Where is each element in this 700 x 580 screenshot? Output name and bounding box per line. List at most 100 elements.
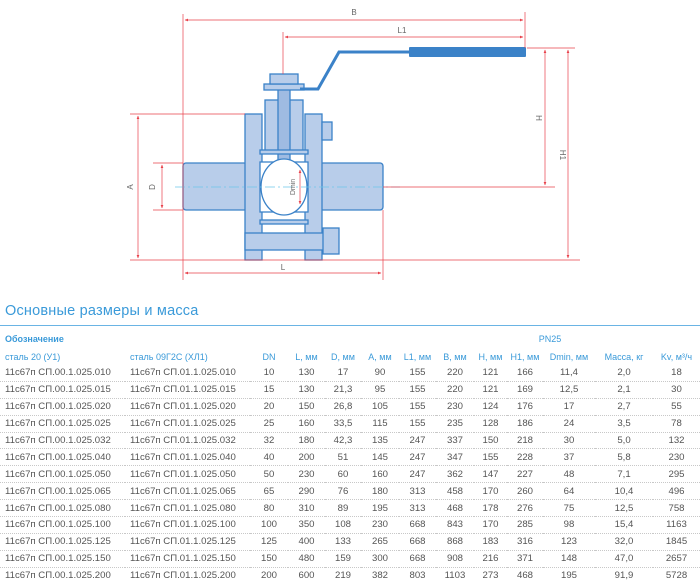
cell-steel20: 11с67п СП.00.1.025.015: [0, 381, 125, 399]
cell-steel20: 11с67п СП.00.1.025.065: [0, 482, 125, 501]
cell-steel20: 11с67п СП.00.1.025.020: [0, 398, 125, 416]
table-column-header: сталь 20 (У1) сталь 09Г2С (ХЛ1) DN L, мм D, …: [0, 348, 700, 365]
cell-d: 89: [325, 499, 361, 518]
cell-steel09g2s: 11с67п СП.01.1.025.020: [125, 398, 250, 416]
cell-kv: 30: [653, 381, 700, 399]
column-header-h1: H1, мм: [510, 351, 540, 362]
stem-nut: [269, 73, 299, 85]
cell-steel09g2s: 11с67п СП.01.1.025.100: [125, 516, 250, 534]
cell-d: 76: [325, 482, 361, 501]
cell-dn: 100: [250, 516, 288, 534]
cell-h: 121: [474, 365, 507, 382]
cell-mass: 12,5: [595, 499, 653, 518]
cell-dn: 150: [250, 550, 288, 568]
cell-a: 115: [361, 415, 399, 433]
cell-h1: 276: [507, 499, 543, 518]
cell-l1: 247: [399, 448, 436, 467]
cell-l1: 313: [399, 482, 436, 501]
cell-b: 337: [436, 432, 474, 450]
cell-h: 178: [474, 499, 507, 518]
column-header-b: B, мм: [443, 351, 467, 362]
dim-label-a: A: [126, 184, 135, 190]
cell-d: 219: [325, 567, 361, 580]
cell-dn: 65: [250, 482, 288, 501]
cell-l: 400: [288, 533, 325, 551]
cell-l1: 155: [399, 365, 436, 382]
column-header-dmin: Dmin, мм: [549, 351, 589, 362]
cell-l1: 155: [399, 398, 436, 416]
cell-l: 160: [288, 415, 325, 433]
column-header-l: L, мм: [295, 351, 318, 362]
dim-label-l: L: [281, 263, 286, 272]
cell-kv: 1163: [653, 516, 700, 534]
cell-l: 150: [288, 398, 325, 416]
cell-steel09g2s: 11с67п СП.01.1.025.200: [125, 567, 250, 580]
cell-kv: 1845: [653, 533, 700, 551]
cell-dmin: 48: [543, 465, 595, 484]
cell-l1: 247: [399, 432, 436, 450]
cell-l: 200: [288, 448, 325, 467]
table-row: 11с67п СП.00.1.025.032 11с67п СП.01.1.025…: [0, 432, 700, 450]
cell-h1: 218: [507, 432, 543, 450]
cell-d: 21,3: [325, 381, 361, 399]
right-pipe: [319, 162, 384, 211]
cell-kv: 5728: [653, 567, 700, 580]
cell-dmin: 148: [543, 550, 595, 568]
cell-dmin: 195: [543, 567, 595, 580]
cell-mass: 5,8: [595, 448, 653, 467]
cell-l1: 155: [399, 381, 436, 399]
cell-l1: 313: [399, 499, 436, 518]
bottom-nut: [322, 227, 340, 255]
cell-h1: 186: [507, 415, 543, 433]
cell-h: 124: [474, 398, 507, 416]
cell-h: 128: [474, 415, 507, 433]
cell-steel09g2s: 11с67п СП.01.1.025.150: [125, 550, 250, 568]
cell-mass: 2,7: [595, 398, 653, 416]
top-plate: [259, 149, 309, 155]
cell-dn: 50: [250, 465, 288, 484]
cell-steel09g2s: 11с67п СП.01.1.025.015: [125, 381, 250, 399]
dimensions-table: Обозначение PN25 сталь 20 (У1) сталь 09Г2…: [0, 330, 700, 580]
cell-steel09g2s: 11с67п СП.01.1.025.125: [125, 533, 250, 551]
column-header-steel20: сталь 20 (У1): [5, 351, 61, 362]
table-group-header: Обозначение PN25: [0, 330, 700, 348]
cell-kv: 2657: [653, 550, 700, 568]
cell-steel09g2s: 11с67п СП.01.1.025.080: [125, 499, 250, 518]
cell-dn: 10: [250, 365, 288, 382]
cell-dmin: 75: [543, 499, 595, 518]
cell-dmin: 30: [543, 432, 595, 450]
pressure-header: PN25: [538, 334, 562, 344]
cell-l: 480: [288, 550, 325, 568]
cell-a: 180: [361, 482, 399, 501]
cell-steel09g2s: 11с67п СП.01.1.025.032: [125, 432, 250, 450]
cell-l: 130: [288, 365, 325, 382]
table-row: 11с67п СП.00.1.025.100 11с67п СП.01.1.025…: [0, 516, 700, 534]
cell-mass: 2,1: [595, 381, 653, 399]
cell-steel09g2s: 11с67п СП.01.1.025.025: [125, 415, 250, 433]
cell-steel20: 11с67п СП.00.1.025.100: [0, 516, 125, 534]
dim-label-b: B: [351, 8, 356, 17]
cell-h: 273: [474, 567, 507, 580]
cell-kv: 295: [653, 465, 700, 484]
cell-mass: 32,0: [595, 533, 653, 551]
cell-a: 265: [361, 533, 399, 551]
cell-dn: 15: [250, 381, 288, 399]
cell-h1: 169: [507, 381, 543, 399]
table-row: 11с67п СП.00.1.025.040 11с67п СП.01.1.025…: [0, 448, 700, 467]
cell-dmin: 11,4: [543, 365, 595, 382]
cell-b: 843: [436, 516, 474, 534]
cell-mass: 3,5: [595, 415, 653, 433]
cell-steel20: 11с67п СП.00.1.025.150: [0, 550, 125, 568]
cell-steel20: 11с67п СП.00.1.025.040: [0, 448, 125, 467]
cell-kv: 18: [653, 365, 700, 382]
cell-kv: 78: [653, 415, 700, 433]
table-row: 11с67п СП.00.1.025.010 11с67п СП.01.1.025…: [0, 365, 700, 382]
cell-l: 130: [288, 381, 325, 399]
cell-mass: 91,9: [595, 567, 653, 580]
dim-label-l1: L1: [398, 26, 407, 35]
valve-body: [182, 73, 384, 261]
cell-l: 180: [288, 432, 325, 450]
cell-h1: 316: [507, 533, 543, 551]
cell-h1: 228: [507, 448, 543, 467]
